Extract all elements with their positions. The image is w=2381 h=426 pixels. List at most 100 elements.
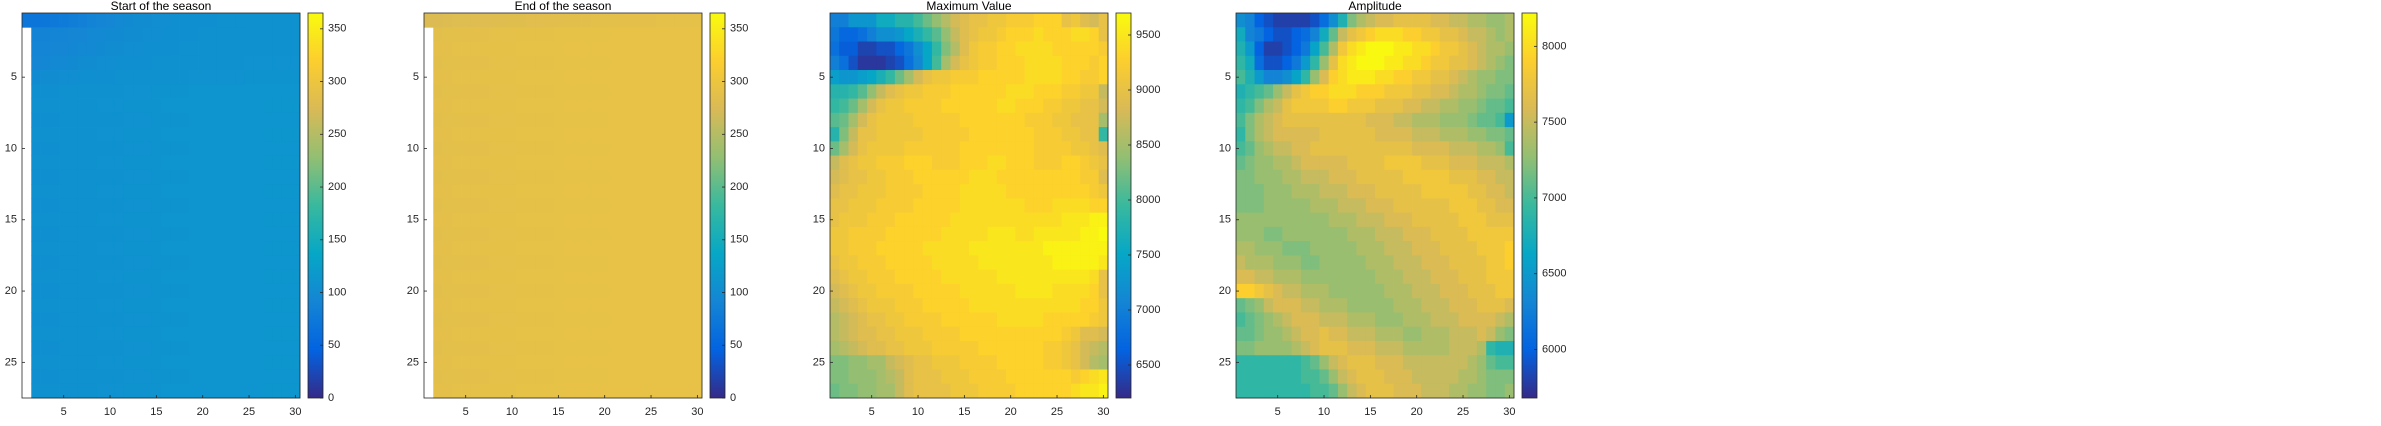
- heatmap-cell: [857, 255, 868, 271]
- colorbar-tick-label: 300: [328, 75, 346, 87]
- heatmap-cell: [170, 169, 180, 185]
- heatmap-cell: [1291, 283, 1302, 299]
- heatmap-cell: [1310, 84, 1320, 99]
- heatmap-cell: [1337, 41, 1348, 57]
- heatmap-cell: [507, 112, 518, 128]
- heatmap-cell: [627, 55, 638, 71]
- heatmap-cell: [225, 55, 236, 71]
- heatmap-cell: [244, 255, 255, 271]
- heatmap-cell: [1098, 269, 1109, 285]
- heatmap-cell: [1236, 155, 1246, 171]
- heatmap-cell: [1015, 212, 1025, 228]
- heatmap-cell: [151, 27, 162, 42]
- heatmap-cell: [451, 127, 462, 142]
- heatmap-cell: [1337, 355, 1348, 370]
- colorbar-tick-label: 300: [730, 75, 748, 87]
- heatmap-cell: [922, 369, 933, 385]
- heatmap-cell: [1070, 255, 1081, 271]
- heatmap-cell: [498, 326, 508, 342]
- heatmap-cell: [1052, 369, 1063, 385]
- heatmap-cell: [1089, 13, 1100, 28]
- heatmap-cell: [922, 55, 933, 71]
- heatmap-cell: [885, 298, 896, 313]
- heatmap-cell: [637, 70, 647, 85]
- heatmap-cell: [188, 41, 199, 57]
- heatmap-cell: [1393, 169, 1404, 185]
- heatmap-cell: [894, 212, 905, 228]
- heatmap-cell: [922, 70, 933, 85]
- heatmap-cell: [1098, 198, 1109, 214]
- heatmap-cell: [272, 241, 282, 256]
- heatmap-cell: [31, 298, 41, 313]
- heatmap-cell: [1310, 169, 1320, 185]
- heatmap-cell: [674, 198, 684, 214]
- heatmap-cell: [1089, 169, 1100, 185]
- heatmap-cell: [442, 127, 453, 142]
- heatmap-cell: [1006, 98, 1016, 114]
- heatmap-cell: [664, 255, 675, 271]
- heatmap-cell: [281, 312, 292, 328]
- heatmap-cell: [290, 369, 301, 385]
- heatmap-cell: [86, 13, 97, 28]
- heatmap-cell: [142, 312, 153, 328]
- heatmap-cell: [207, 298, 217, 313]
- heatmap-cell: [442, 269, 453, 285]
- heatmap-cell: [525, 127, 536, 142]
- heatmap-cell: [1263, 283, 1274, 299]
- heatmap-cell: [442, 283, 453, 299]
- heatmap-cell: [544, 127, 555, 142]
- heatmap-cell: [1356, 98, 1367, 114]
- heatmap-cell: [516, 98, 527, 114]
- heatmap-cell: [692, 298, 703, 313]
- heatmap-cell: [442, 27, 453, 42]
- heatmap-cell: [216, 212, 227, 228]
- heatmap-cell: [1347, 41, 1357, 57]
- heatmap-cell: [572, 340, 582, 356]
- heatmap-cell: [1006, 184, 1016, 199]
- heatmap-cell: [86, 326, 97, 342]
- heatmap-cell: [1402, 27, 1413, 42]
- heatmap-cell: [1273, 27, 1283, 42]
- heatmap-cell: [857, 241, 868, 256]
- heatmap-cell: [1291, 340, 1302, 356]
- heatmap-cell: [1449, 84, 1459, 99]
- heatmap-cell: [253, 283, 264, 299]
- heatmap-cell: [876, 283, 886, 299]
- heatmap-cell: [1254, 255, 1265, 271]
- heatmap-cell: [123, 141, 134, 156]
- heatmap-cell: [133, 326, 143, 342]
- heatmap-cell: [637, 13, 647, 28]
- heatmap-cell: [563, 84, 573, 99]
- heatmap-cell: [1337, 198, 1348, 214]
- heatmap-cell: [1089, 298, 1100, 313]
- heatmap-cell: [664, 184, 675, 199]
- heatmap-cell: [1393, 241, 1404, 256]
- heatmap-cell: [161, 198, 171, 214]
- heatmap-cell: [1052, 55, 1063, 71]
- heatmap-cell: [281, 70, 292, 85]
- heatmap-cell: [1375, 269, 1385, 285]
- heatmap-cell: [253, 226, 264, 242]
- heatmap-cell: [253, 155, 264, 171]
- heatmap-cell: [535, 326, 545, 342]
- heatmap-cell: [479, 84, 490, 99]
- heatmap-cell: [1052, 298, 1063, 313]
- heatmap-cell: [913, 212, 924, 228]
- heatmap-cell: [674, 326, 684, 342]
- x-tick-label: 20: [197, 406, 209, 418]
- heatmap-cell: [664, 155, 675, 171]
- heatmap-cell: [1061, 369, 1072, 385]
- heatmap-cell: [1236, 269, 1246, 285]
- heatmap-cell: [151, 155, 162, 171]
- heatmap-cell: [281, 84, 292, 99]
- heatmap-cell: [609, 226, 619, 242]
- heatmap-cell: [572, 369, 582, 385]
- heatmap-cell: [1337, 184, 1348, 199]
- heatmap-cell: [1486, 84, 1496, 99]
- heatmap-cell: [188, 369, 199, 385]
- heatmap-cell: [1282, 198, 1292, 214]
- heatmap-cell: [1245, 212, 1255, 228]
- heatmap-cell: [461, 13, 471, 28]
- heatmap-cell: [516, 55, 527, 71]
- heatmap-cell: [848, 255, 859, 271]
